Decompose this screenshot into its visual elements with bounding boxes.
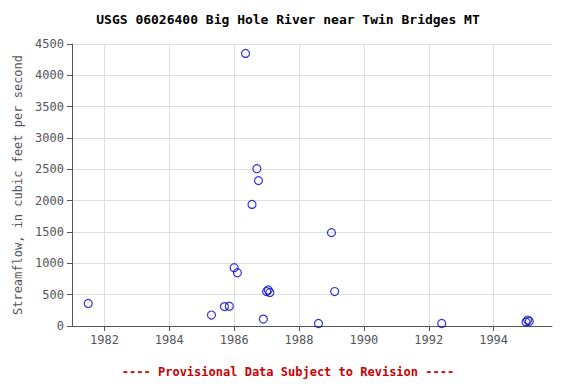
svg-text:4000: 4000: [35, 68, 64, 82]
svg-text:1988: 1988: [285, 333, 314, 347]
svg-text:1992: 1992: [414, 333, 443, 347]
svg-text:---- Provisional Data Subject: ---- Provisional Data Subject to Revisio…: [122, 365, 454, 379]
svg-text:1994: 1994: [479, 333, 508, 347]
svg-text:1000: 1000: [35, 256, 64, 270]
svg-text:0: 0: [57, 319, 64, 333]
svg-text:2500: 2500: [35, 162, 64, 176]
svg-text:3000: 3000: [35, 131, 64, 145]
svg-text:500: 500: [42, 288, 64, 302]
svg-text:1986: 1986: [220, 333, 249, 347]
svg-text:1982: 1982: [90, 333, 119, 347]
svg-text:4500: 4500: [35, 37, 64, 51]
svg-text:USGS 06026400 Big Hole River n: USGS 06026400 Big Hole River near Twin B…: [96, 12, 480, 27]
svg-text:3500: 3500: [35, 100, 64, 114]
svg-text:1500: 1500: [35, 225, 64, 239]
svg-text:1990: 1990: [349, 333, 378, 347]
svg-text:2000: 2000: [35, 194, 64, 208]
svg-text:1984: 1984: [155, 333, 184, 347]
svg-text:Streamflow, in cubic feet per: Streamflow, in cubic feet per second: [11, 55, 25, 315]
